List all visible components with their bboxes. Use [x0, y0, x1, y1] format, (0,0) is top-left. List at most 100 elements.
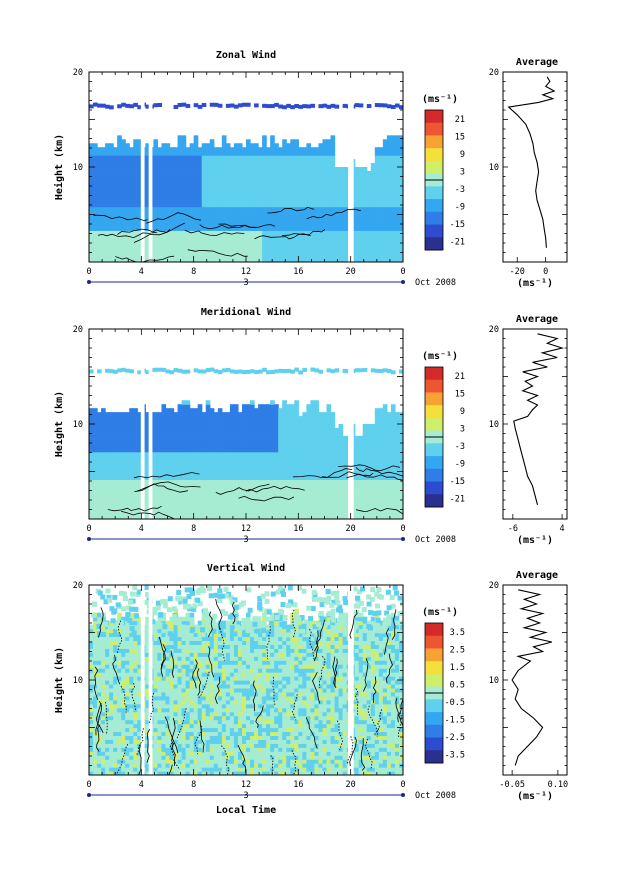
contour-line	[252, 680, 257, 712]
contour-line	[134, 483, 188, 493]
profile-y-tick-label: 10	[489, 420, 499, 430]
panel-3: Vertical Wind 20 10 Height (km) 0 4 8 12 16 20 0 3 O…	[53, 562, 568, 816]
contour-line	[272, 676, 276, 705]
date-label: 3	[243, 791, 248, 801]
contour-line	[98, 231, 158, 239]
y-tick-label: 20	[73, 325, 83, 335]
contour-line	[169, 742, 180, 769]
contour-line	[148, 692, 155, 724]
date-axis-end	[401, 793, 405, 797]
contour-line	[237, 744, 247, 773]
x-tick-label: 8	[191, 267, 196, 277]
profile-line	[513, 333, 565, 505]
colorbar-swatch	[425, 750, 443, 764]
x-tick-label: 0	[400, 267, 405, 277]
contour-line	[322, 471, 374, 478]
contour-line	[131, 683, 137, 712]
colorbar-tick-label: 21	[455, 372, 465, 382]
colorbar-tick-label: -3.5	[445, 750, 465, 760]
heatmap-field	[89, 585, 403, 775]
contour-line	[112, 654, 121, 685]
contour-line	[367, 705, 378, 737]
y-tick-label: 10	[73, 676, 83, 686]
contour-line	[255, 705, 264, 729]
y-axis-label: Height (km)	[53, 391, 65, 457]
contour-line	[146, 212, 201, 224]
profile-title: Average	[516, 57, 558, 68]
contour-line	[215, 598, 223, 630]
date-suffix: Oct 2008	[415, 791, 456, 801]
colorbar-swatch	[425, 481, 443, 495]
date-label: 3	[243, 278, 248, 288]
colorbar-swatch	[425, 661, 443, 675]
profile-x-tick-label: -20	[510, 267, 525, 277]
contour-line	[117, 228, 171, 235]
x-tick-label: 16	[293, 524, 303, 534]
x-tick-label: 0	[86, 524, 91, 534]
contour-line	[338, 464, 401, 472]
colorbar-swatch	[425, 211, 443, 225]
contour-line	[219, 628, 226, 661]
x-tick-label: 0	[400, 780, 405, 790]
x-tick-label: 8	[191, 524, 196, 534]
x-tick-label: 0	[86, 780, 91, 790]
panel-title: Vertical Wind	[207, 562, 285, 574]
colorbar-swatch	[425, 699, 443, 713]
colorbar-swatch	[425, 635, 443, 649]
contour-line	[133, 222, 185, 243]
colorbar-unit: (ms⁻¹)	[422, 607, 458, 618]
colorbar-tick-label: -15	[450, 477, 465, 487]
x-tick-label: 12	[241, 524, 251, 534]
date-suffix: Oct 2008	[415, 278, 456, 288]
contour-line	[192, 659, 198, 689]
colorbar-swatch	[425, 110, 443, 124]
contour-line	[176, 708, 187, 740]
contour-line	[355, 508, 403, 515]
contour-line	[373, 709, 382, 737]
contour-line	[194, 725, 203, 755]
contour-line	[238, 495, 295, 502]
colorbar-tick-label: -0.5	[445, 698, 465, 708]
profile-x-tick-label: 4	[560, 524, 565, 534]
colorbar-swatch	[425, 122, 443, 136]
colorbar-tick-label: -21	[450, 494, 465, 504]
contour-line	[160, 644, 167, 677]
colorbar-swatch	[425, 417, 443, 432]
contour-line	[395, 698, 399, 723]
x-tick-label: 4	[139, 267, 144, 277]
average-profile: Average 20 10 -6 4 (ms⁻¹)	[489, 314, 568, 546]
contour-line	[199, 720, 205, 753]
contour-line	[306, 208, 361, 220]
x-tick-label: 0	[86, 267, 91, 277]
contour-line	[164, 716, 179, 754]
contour-line	[346, 473, 403, 481]
contour-line	[355, 466, 403, 477]
y-axis-label: Height (km)	[53, 647, 65, 713]
contour-line	[215, 483, 270, 495]
colorbar-swatch	[425, 405, 443, 419]
contour-line	[97, 607, 104, 638]
profile-y-tick-label: 10	[489, 676, 499, 686]
colorbar-tick-label: 9	[460, 150, 465, 160]
date-label: 3	[243, 535, 248, 545]
colorbar-swatch	[425, 237, 443, 251]
contour-line	[95, 700, 103, 736]
x-tick-label: 16	[293, 267, 303, 277]
date-axis-start	[87, 537, 91, 541]
contour-line	[93, 666, 99, 700]
contour-line	[107, 505, 162, 512]
contour-line	[314, 619, 325, 652]
colorbar-tick-label: 15	[455, 132, 465, 142]
contour-line	[158, 636, 166, 670]
colorbar-swatch	[425, 186, 443, 200]
heatmap-field	[89, 72, 403, 262]
contour-line	[293, 468, 353, 478]
colorbar-unit: (ms⁻¹)	[422, 94, 458, 105]
y-tick-label: 20	[73, 581, 83, 591]
y-tick-label: 10	[73, 163, 83, 173]
y-axis-label: Height (km)	[53, 134, 65, 200]
colorbar-swatch	[425, 456, 443, 470]
colorbar-tick-label: 3	[460, 424, 465, 434]
contour-line	[199, 224, 257, 230]
